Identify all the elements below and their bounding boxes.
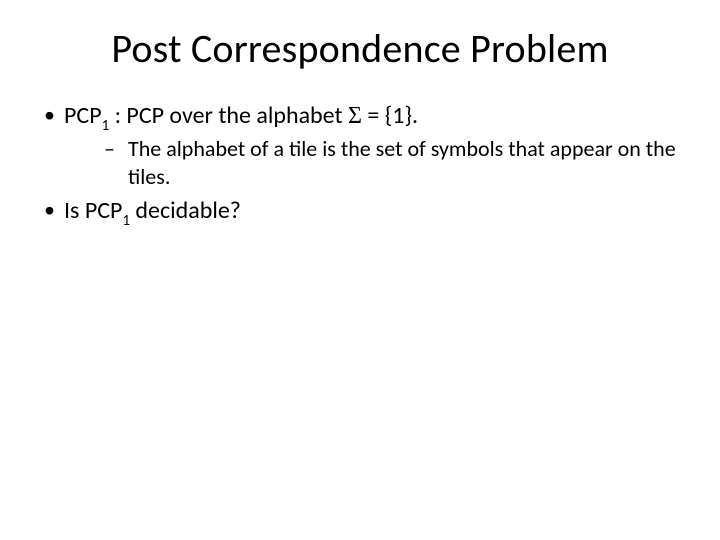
- subscript: 1: [102, 116, 110, 134]
- bullet-level1: PCP1 : PCP over the alphabet Σ = {1}. Th…: [30, 101, 690, 190]
- sigma-symbol: Σ: [348, 103, 362, 129]
- subscript: 1: [122, 211, 130, 229]
- sub-bullet-list: The alphabet of a tile is the set of sym…: [64, 135, 690, 190]
- slide: Post Correspondence Problem PCP1 : PCP o…: [0, 0, 720, 540]
- bullet-text-fragment: = {1}.: [362, 101, 418, 130]
- bullet-text-fragment: PCP: [64, 101, 102, 130]
- bullet-level1: Is PCP1 decidable?: [30, 196, 690, 228]
- bullet-text-fragment: : PCP over the alphabet: [109, 101, 348, 130]
- bullet-level2: The alphabet of a tile is the set of sym…: [64, 135, 690, 190]
- bullet-text: The alphabet of a tile is the set of sym…: [128, 135, 676, 190]
- bullet-text-fragment: Is PCP: [64, 196, 122, 225]
- slide-title: Post Correspondence Problem: [30, 24, 690, 73]
- bullet-text-fragment: decidable?: [130, 196, 241, 225]
- bullet-list: PCP1 : PCP over the alphabet Σ = {1}. Th…: [30, 101, 690, 229]
